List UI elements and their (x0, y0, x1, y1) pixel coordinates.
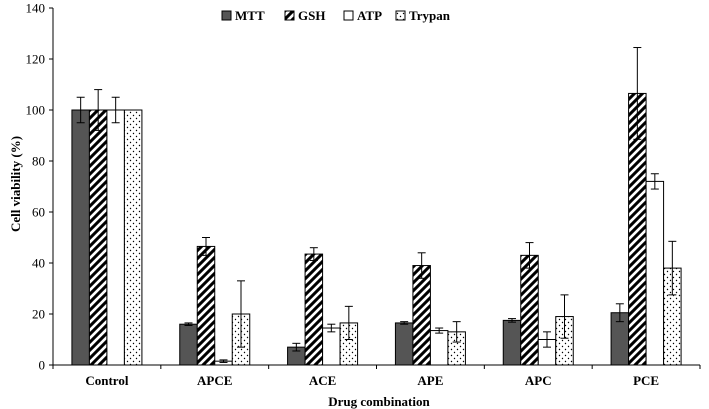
bar-mtt-apce (179, 323, 198, 366)
x-tick-label: APE (417, 373, 443, 388)
legend-label-gsh: GSH (298, 8, 325, 23)
bar-atp-pce (645, 180, 665, 366)
bar-gsh-control (88, 109, 108, 366)
x-tick-label: Control (85, 373, 128, 388)
y-axis-title: Cell viability (%) (8, 136, 23, 232)
y-axis-ticks: 0 20 40 60 80 100 120 140 (26, 1, 53, 373)
legend-label-mtt: MTT (235, 8, 265, 23)
error-bars-layer (76, 47, 677, 363)
bars-layer (71, 92, 682, 366)
x-tick-label: PCE (633, 373, 659, 388)
bar-atp-ape (429, 330, 449, 366)
y-tick-label: 60 (32, 205, 45, 220)
bar-gsh-apce (196, 245, 216, 366)
bar-mtt-ape (394, 322, 414, 366)
legend-label-atp: ATP (357, 8, 382, 23)
bar-atp-ace (322, 327, 341, 366)
bar-mtt-control (71, 109, 90, 366)
bar-gsh-ace (304, 253, 324, 366)
legend-label-trypan: Trypan (409, 8, 451, 23)
x-axis-categories: Control APCE ACE APE APC PCE (52, 365, 701, 388)
legend-swatch-gsh (284, 10, 295, 21)
x-tick-label: APC (525, 373, 552, 388)
bar-trypan-control (123, 109, 143, 366)
legend-swatch-mtt (221, 10, 232, 21)
bar-mtt-apc (502, 319, 522, 366)
legend-swatch-trypan (395, 10, 406, 21)
legend-swatch-atp (343, 10, 354, 21)
y-tick-label: 140 (26, 1, 46, 16)
y-tick-label: 80 (32, 154, 45, 169)
bar-gsh-apc (520, 254, 539, 366)
y-tick-label: 0 (39, 358, 46, 373)
bar-gsh-ape (412, 265, 431, 366)
y-tick-label: 120 (26, 52, 46, 67)
legend: MTT GSH ATP Trypan (221, 8, 451, 23)
bar-atp-control (106, 109, 125, 366)
y-tick-label: 20 (32, 307, 45, 322)
y-tick-label: 40 (32, 256, 45, 271)
x-tick-label: ACE (309, 373, 336, 388)
x-tick-label: APCE (197, 373, 232, 388)
axes (52, 8, 700, 366)
x-axis-title: Drug combination (328, 394, 430, 409)
y-tick-label: 100 (26, 103, 46, 118)
